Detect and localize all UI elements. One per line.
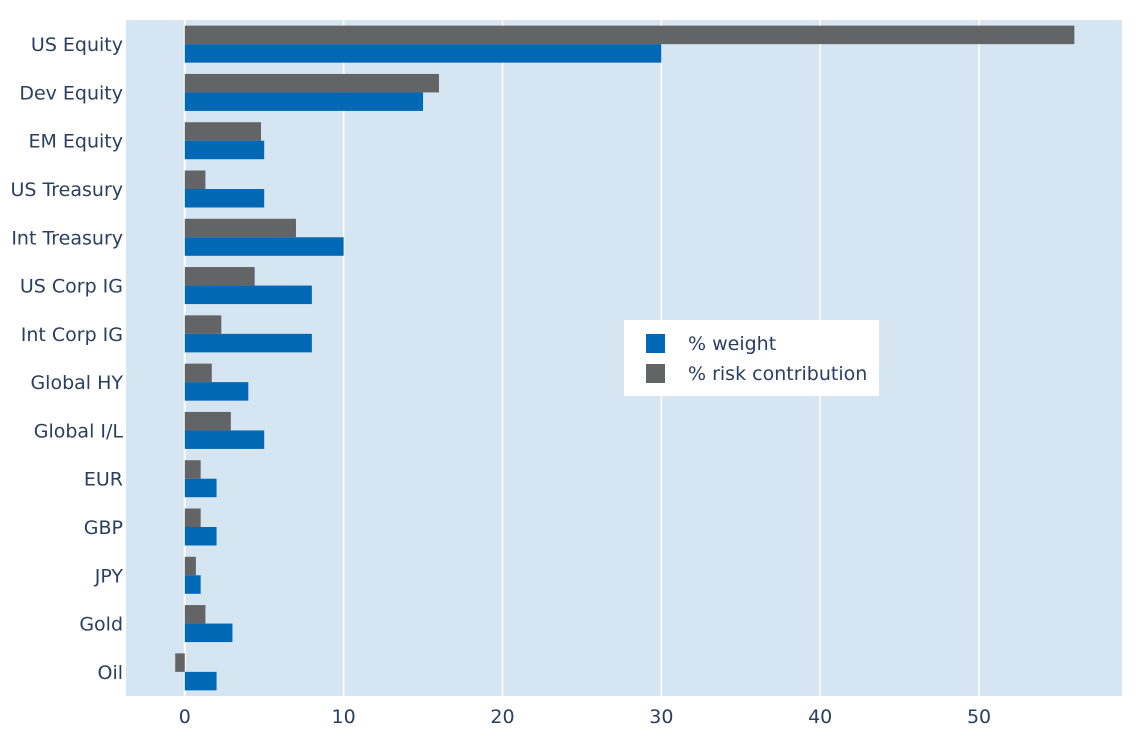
bar-weight xyxy=(184,44,662,63)
bar-weight xyxy=(184,382,249,401)
x-tick-label: 10 xyxy=(332,706,356,728)
legend-swatch-weight xyxy=(646,334,665,353)
category-label: Oil xyxy=(97,662,123,684)
category-label: GBP xyxy=(84,517,123,539)
legend-label-weight: % weight xyxy=(688,333,776,355)
x-tick-labels: 0 10 20 30 40 50 xyxy=(179,706,991,728)
bar-risk-contribution xyxy=(184,122,262,141)
bar-risk-contribution xyxy=(184,73,439,93)
legend-swatch-risk xyxy=(646,364,665,383)
bar-risk-contribution xyxy=(184,460,201,479)
legend-box xyxy=(624,320,879,396)
x-tick-label: 0 xyxy=(179,706,191,728)
bar-weight xyxy=(184,285,312,305)
bar-weight xyxy=(184,92,424,111)
bar-weight xyxy=(184,478,217,498)
bar-weight xyxy=(184,140,265,160)
bar-weight xyxy=(184,527,217,546)
bar-risk-contribution xyxy=(184,556,196,576)
category-label: Global HY xyxy=(30,372,123,394)
bar-weight xyxy=(184,237,344,256)
bar-weight xyxy=(184,333,312,353)
bar-weight xyxy=(184,575,201,594)
x-tick-label: 40 xyxy=(808,706,832,728)
category-label: Global I/L xyxy=(34,420,124,442)
category-label: Int Corp IG xyxy=(21,324,123,346)
bars xyxy=(175,25,1075,691)
category-label: US Equity xyxy=(31,34,123,56)
bar-risk-contribution xyxy=(184,25,1075,45)
bar-weight xyxy=(184,430,265,449)
bar-risk-contribution xyxy=(184,605,206,624)
x-tick-label: 50 xyxy=(967,706,991,728)
category-label: EM Equity xyxy=(28,131,123,153)
x-tick-label: 30 xyxy=(649,706,673,728)
bar-risk-contribution xyxy=(184,411,231,431)
x-tick-label: 20 xyxy=(490,706,514,728)
category-label: JPY xyxy=(94,565,124,587)
category-labels: US Equity Dev Equity EM Equity US Treasury I… xyxy=(10,34,123,684)
category-label: US Corp IG xyxy=(20,276,123,298)
bar-risk-contribution xyxy=(184,508,201,527)
bar-risk-contribution xyxy=(184,170,206,189)
bar-weight xyxy=(184,189,265,208)
category-label: US Treasury xyxy=(10,179,123,201)
category-label: EUR xyxy=(84,469,123,491)
bar-risk-contribution xyxy=(184,315,222,334)
legend: % weight % risk contribution xyxy=(624,320,879,396)
bar-risk-contribution xyxy=(184,267,255,286)
bar-weight xyxy=(184,623,233,643)
category-label: Dev Equity xyxy=(19,82,123,104)
bar-risk-contribution xyxy=(184,363,212,383)
bar-weight xyxy=(184,671,217,691)
bar-risk-contribution xyxy=(175,653,185,672)
legend-label-risk: % risk contribution xyxy=(688,363,867,385)
bar-risk-contribution xyxy=(184,218,296,238)
category-label: Gold xyxy=(79,614,123,636)
category-label: Int Treasury xyxy=(11,227,123,249)
